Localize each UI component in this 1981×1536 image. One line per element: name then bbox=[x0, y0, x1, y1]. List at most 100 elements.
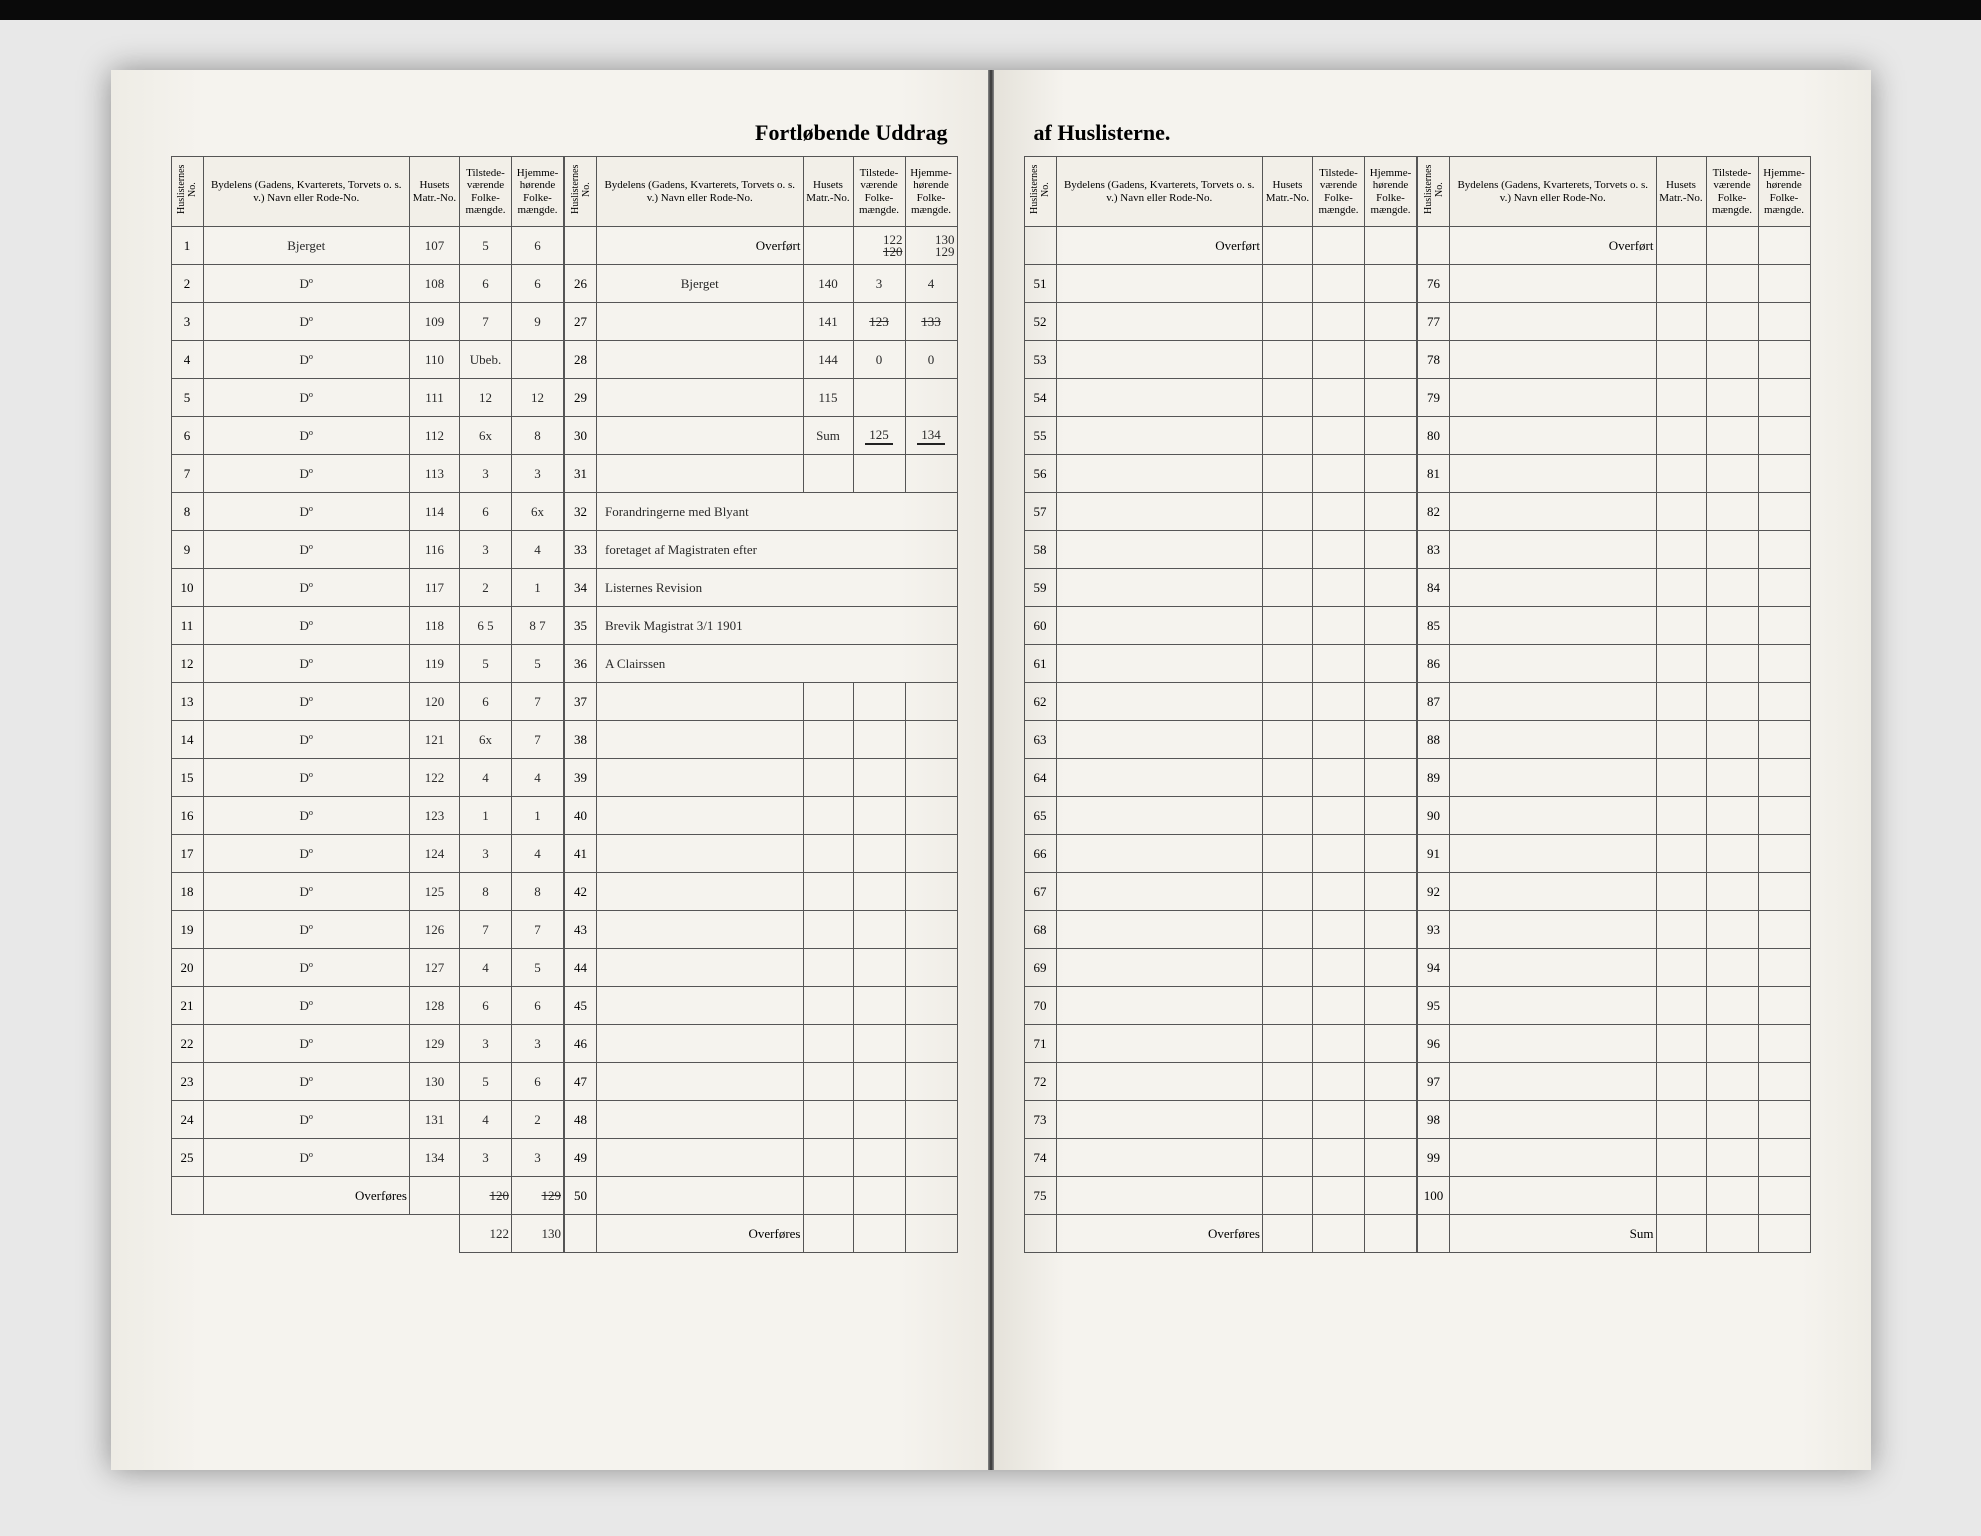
row-num: 40 bbox=[565, 797, 597, 835]
row-tilstede: 5 bbox=[460, 1063, 512, 1101]
row-name bbox=[1056, 379, 1263, 417]
table-row: 23Dº13056 bbox=[171, 1063, 564, 1101]
row-hjemme: 6 bbox=[512, 987, 564, 1025]
row-hjemme bbox=[1758, 683, 1810, 721]
row-tilstede bbox=[1706, 873, 1758, 911]
row-hjemme bbox=[1365, 493, 1417, 531]
row-tilstede: 3 bbox=[460, 455, 512, 493]
row-tilstede bbox=[1706, 949, 1758, 987]
row-matr bbox=[1656, 645, 1706, 683]
row-hjemme: 6 bbox=[512, 265, 564, 303]
row-hjemme: 7 bbox=[512, 683, 564, 721]
row-num: 83 bbox=[1418, 531, 1450, 569]
row-num: 71 bbox=[1024, 1025, 1056, 1063]
row-name bbox=[1450, 341, 1657, 379]
row-name bbox=[597, 721, 804, 759]
row-name bbox=[1056, 493, 1263, 531]
row-hjemme bbox=[1758, 873, 1810, 911]
row-hjemme bbox=[905, 683, 957, 721]
row-tilstede bbox=[1313, 303, 1365, 341]
row-matr bbox=[803, 1025, 853, 1063]
row-hjemme bbox=[1758, 341, 1810, 379]
table-row: 35Brevik Magistrat 3/1 1901 bbox=[565, 607, 958, 645]
row-tilstede bbox=[1706, 911, 1758, 949]
row-num: 4 bbox=[171, 341, 203, 379]
row-name bbox=[1056, 1063, 1263, 1101]
table-row: 94 bbox=[1418, 949, 1811, 987]
row-name bbox=[1450, 759, 1657, 797]
row-num: 1 bbox=[171, 227, 203, 265]
row-hjemme: 7 bbox=[512, 721, 564, 759]
row-num: 18 bbox=[171, 873, 203, 911]
overfores-row: Overføres 120 129 bbox=[171, 1177, 564, 1215]
row-hjemme bbox=[1365, 1025, 1417, 1063]
table-row: 58 bbox=[1024, 531, 1417, 569]
carry-h-struck: 129 bbox=[542, 1188, 562, 1203]
row-num: 24 bbox=[171, 1101, 203, 1139]
table-row: 91 bbox=[1418, 835, 1811, 873]
row-name bbox=[1450, 303, 1657, 341]
row-tilstede bbox=[1313, 1177, 1365, 1215]
row-num: 65 bbox=[1024, 797, 1056, 835]
overfort-label: Overført bbox=[1450, 227, 1657, 265]
row-matr bbox=[1656, 873, 1706, 911]
row-num: 96 bbox=[1418, 1025, 1450, 1063]
table-row: 14Dº1216x7 bbox=[171, 721, 564, 759]
row-tilstede: 7 bbox=[460, 303, 512, 341]
row-name bbox=[597, 873, 804, 911]
row-num: 15 bbox=[171, 759, 203, 797]
right-page: af Huslisterne. Huslisternes No. Bydelen… bbox=[994, 70, 1871, 1470]
row-name: Dº bbox=[203, 531, 410, 569]
row-matr bbox=[1263, 379, 1313, 417]
row-matr: 114 bbox=[410, 493, 460, 531]
table-row: 56 bbox=[1024, 455, 1417, 493]
table-row: 9Dº11634 bbox=[171, 531, 564, 569]
row-matr bbox=[1656, 721, 1706, 759]
row-tilstede bbox=[1313, 1101, 1365, 1139]
table-row: 57 bbox=[1024, 493, 1417, 531]
scan-background: Fortløbende Uddrag Huslisternes No. Byde… bbox=[0, 0, 1981, 1536]
table-row: 100 bbox=[1418, 1177, 1811, 1215]
table-row: 7Dº11333 bbox=[171, 455, 564, 493]
table-row: 76 bbox=[1418, 265, 1811, 303]
row-tilstede bbox=[853, 797, 905, 835]
row-name bbox=[1056, 265, 1263, 303]
row-hjemme: 1 bbox=[512, 797, 564, 835]
table-row: 22Dº12933 bbox=[171, 1025, 564, 1063]
col-bydel: Bydelens (Gadens, Kvarterets, Torvets o.… bbox=[1056, 157, 1263, 227]
row-matr bbox=[803, 1101, 853, 1139]
row-matr bbox=[803, 683, 853, 721]
overfores-row: Overføres bbox=[565, 1215, 958, 1253]
table-row: 26Bjerget14034 bbox=[565, 265, 958, 303]
col-hjemme: Hjemme-hørende Folke-mængde. bbox=[1365, 157, 1417, 227]
row-num: 92 bbox=[1418, 873, 1450, 911]
row-name bbox=[1450, 949, 1657, 987]
row-num: 13 bbox=[171, 683, 203, 721]
row-tilstede bbox=[1706, 303, 1758, 341]
row-tilstede bbox=[1313, 417, 1365, 455]
table-row: 68 bbox=[1024, 911, 1417, 949]
row-name bbox=[1450, 1177, 1657, 1215]
left-block-a: Huslisternes No. Bydelens (Gadens, Kvart… bbox=[171, 156, 565, 1253]
row-matr bbox=[1263, 835, 1313, 873]
row-num: 17 bbox=[171, 835, 203, 873]
row-hjemme: 1 bbox=[512, 569, 564, 607]
row-matr bbox=[1656, 341, 1706, 379]
row-name bbox=[1056, 873, 1263, 911]
table-row: 64 bbox=[1024, 759, 1417, 797]
table-row: 18Dº12588 bbox=[171, 873, 564, 911]
row-hjemme: 5 bbox=[512, 949, 564, 987]
table-row: 1Bjerget10756 bbox=[171, 227, 564, 265]
row-name bbox=[1450, 493, 1657, 531]
row-hjemme: 6 bbox=[512, 1063, 564, 1101]
row-tilstede bbox=[853, 873, 905, 911]
row-tilstede: 6x bbox=[460, 417, 512, 455]
row-tilstede: 1 bbox=[460, 797, 512, 835]
row-hjemme bbox=[905, 759, 957, 797]
row-tilstede bbox=[1313, 873, 1365, 911]
row-name bbox=[1056, 835, 1263, 873]
row-num: 26 bbox=[565, 265, 597, 303]
row-tilstede bbox=[1313, 607, 1365, 645]
row-name bbox=[597, 303, 804, 341]
row-matr bbox=[1656, 949, 1706, 987]
